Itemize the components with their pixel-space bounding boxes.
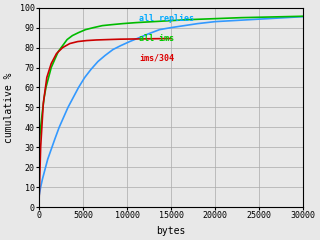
Text: ims/304: ims/304 <box>140 54 174 63</box>
Text: all replies: all replies <box>140 14 194 23</box>
Text: all ims: all ims <box>140 34 174 42</box>
X-axis label: bytes: bytes <box>156 226 186 236</box>
Y-axis label: cumulative %: cumulative % <box>4 72 14 143</box>
